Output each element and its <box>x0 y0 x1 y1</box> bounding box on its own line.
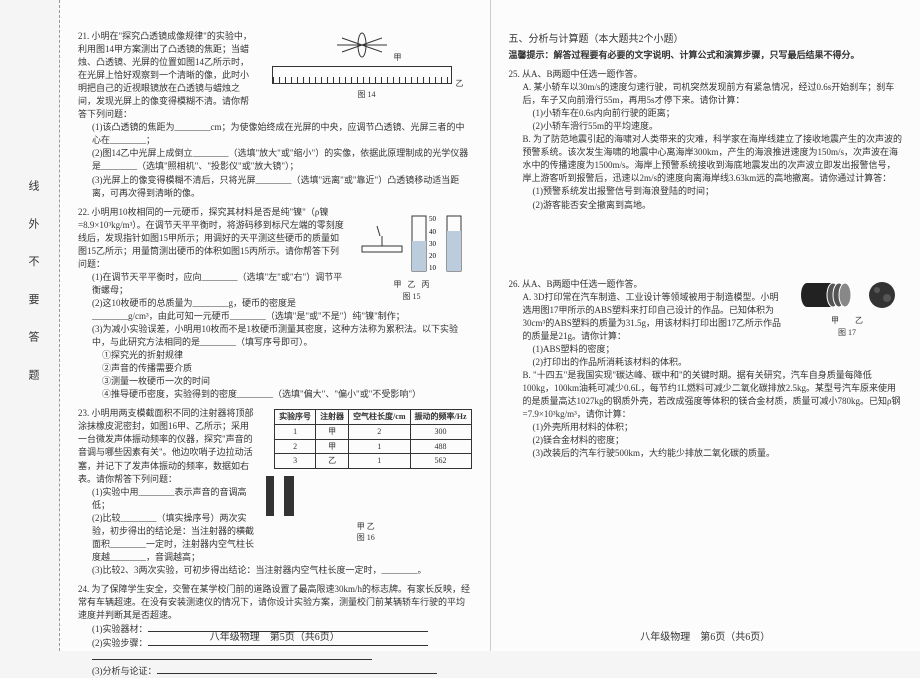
fig16-b: 乙 <box>367 522 375 531</box>
q25-stem: 25. 从A、B两题中任选一题作答。 <box>509 68 903 81</box>
q25-B2: (2)游客能否安全撤离到高地。 <box>509 199 903 212</box>
q21-stem: 21. 小明在"探究凸透镜成像规律"的实验中，利用图14甲方案测出了凸透镜的焦距… <box>78 31 252 119</box>
fig15-c: 丙 <box>422 280 430 289</box>
q25-A: A. 某小轿车以30m/s的速度匀速行驶，司机突然发现前方有紧急情况，经过0.6… <box>509 81 903 107</box>
svg-text:40: 40 <box>429 228 437 236</box>
fig14-label: 图 14 <box>262 89 472 101</box>
q26-A1: (1)ABS塑料的密度； <box>509 343 903 356</box>
margin-vertical-text: 线 外 不 要 答 题 <box>25 180 41 392</box>
th-2: 注射器 <box>316 410 349 425</box>
page5-footer: 八年级物理 第5页（共6页） <box>60 628 490 643</box>
q23-sub3: (3)比较2、3两次实验，可初步得出结论：当注射器内空气柱长度一定时，_____… <box>78 564 472 577</box>
q26-B: B. "十四五"是我国实现"碳达峰、碳中和"的关键时期。据有关研究，汽车自身质量… <box>509 369 903 421</box>
page-container: 线 外 不 要 答 题 甲 乙 图 14 21. 小明在"探究凸透镜成像规律"的… <box>0 0 920 651</box>
svg-text:20: 20 <box>429 252 437 260</box>
syringe-icon <box>260 471 300 521</box>
q26-B1: (1)外壳所用材料的体积； <box>509 421 903 434</box>
q22: 50 40 30 20 10 甲 乙 丙 图 15 22. 小明用10枚相同的一… <box>78 206 472 402</box>
q25-A1: (1)小轿车在0.6s内向前行驶的距离； <box>509 107 903 120</box>
blank-line[interactable] <box>92 650 372 660</box>
q22-optB: ②声音的传播需要介质 <box>78 362 472 375</box>
fig15-a: 甲 <box>394 280 402 289</box>
table-row: 1 甲 2 300 <box>275 424 471 439</box>
tip-line: 温馨提示：解答过程要有必要的文字说明、计算公式和演算步骤，只写最后结果不得分。 <box>509 49 903 62</box>
binding-margin: 线 外 不 要 答 题 <box>0 0 60 651</box>
table-header-row: 实验序号 注射器 空气柱长度/cm 振动的频率/Hz <box>275 410 471 425</box>
q22-optC: ③测量一枚硬币一次的时间 <box>78 375 472 388</box>
svg-text:30: 30 <box>429 240 437 248</box>
ruler-icon <box>272 66 452 84</box>
q23: 实验序号 注射器 空气柱长度/cm 振动的频率/Hz 1 甲 2 300 2 甲 <box>78 407 472 577</box>
fig14-label-b: 乙 <box>456 79 464 88</box>
page-6: 五、分析与计算题（本大题共2个小题） 温馨提示：解答过程要有必要的文字说明、计算… <box>491 0 920 651</box>
table-row: 2 甲 1 488 <box>275 439 471 454</box>
q22-optD: ④推导硬币密度，实验得到的密度________（选填"偏大"、"偏小"或"不受影… <box>78 388 472 401</box>
q26-figure: 甲 乙 图 17 <box>792 278 902 339</box>
q22-stem: 22. 小明用10枚相同的一元硬币，探究其材料是否是纯"镍"（ρ镍=8.9×10… <box>78 207 344 269</box>
q23-table: 实验序号 注射器 空气柱长度/cm 振动的频率/Hz 1 甲 2 300 2 甲 <box>274 409 471 468</box>
q21-sub1: (1)该凸透镜的焦距为________cm；为使像始终成在光屏的中央，应调节凸透… <box>78 121 472 147</box>
th-3: 空气柱长度/cm <box>349 410 410 425</box>
q25-B1: (1)预警系统发出报警信号到海浪登陆的时间； <box>509 185 903 198</box>
blank-line[interactable] <box>157 664 437 674</box>
balance-cylinder-icon: 50 40 30 20 10 <box>357 206 467 276</box>
q25-A2: (2)小轿车滑行55m的平均速度。 <box>509 120 903 133</box>
page6-footer: 八年级物理 第6页（共6页） <box>491 628 920 643</box>
filament-model-icon <box>797 278 897 312</box>
fig17-a: 甲 <box>831 316 839 325</box>
svg-text:10: 10 <box>429 264 437 272</box>
q21-sub2: (2)图14乙中光屏上成倒立________（选填"放大"或"缩小"）的实像，依… <box>78 147 472 173</box>
q23-stem: 23. 小明用两支模截面积不同的注射器将顶部涂抹橡皮泥密封，如图16甲、乙所示；… <box>78 408 254 483</box>
q22-sub3: (3)为减小实验误差，小明用10枚而不是1枚硬币测量其密度，这种方法称为累积法。… <box>78 323 472 349</box>
q25: 25. 从A、B两题中任选一题作答。 A. 某小轿车以30m/s的速度匀速行驶，… <box>509 68 903 212</box>
q24-sub3: (3)分析与论证： <box>78 664 472 678</box>
q21-figure: 甲 乙 图 14 <box>262 30 472 101</box>
fig17-b: 乙 <box>855 316 863 325</box>
q23-figure: 实验序号 注射器 空气柱长度/cm 振动的频率/Hz 1 甲 2 300 2 甲 <box>260 407 471 544</box>
th-4: 振动的频率/Hz <box>410 410 471 425</box>
fig17-label: 图 17 <box>792 327 902 339</box>
fig15-b: 乙 <box>408 280 416 289</box>
fig16-label: 图 16 <box>260 532 471 544</box>
q24-stem: 24. 为了保障学生安全，交警在某学校门前的道路设置了最高限速30km/h的标志… <box>78 584 470 620</box>
q21: 甲 乙 图 14 21. 小明在"探究凸透镜成像规律"的实验中，利用图14甲方案… <box>78 30 472 200</box>
q21-sub3: (3)光屏上的像变得模糊不清后，只将光屏________（选填"远离"或"靠近"… <box>78 174 472 200</box>
q26-B2: (2)镁合金材料的密度； <box>509 434 903 447</box>
q26-B3: (3)改装后的汽车行驶500km，大约能少排放二氧化碳的质量。 <box>509 447 903 460</box>
q25-B: B. 为了防范地震引起的海啸对人类带来的灾难，科学家在海岸线建立了接收地震产生的… <box>509 133 903 185</box>
fig16-a: 甲 <box>357 522 365 531</box>
workspace-gap <box>509 218 903 278</box>
section-5-head: 五、分析与计算题（本大题共2个小题） <box>509 30 903 45</box>
th-1: 实验序号 <box>275 410 316 425</box>
table-row: 3 乙 1 562 <box>275 454 471 469</box>
fig15-label: 图 15 <box>352 291 472 303</box>
fig14-label-a: 甲 <box>394 53 402 62</box>
lens-icon <box>332 30 392 60</box>
svg-text:50: 50 <box>429 215 437 223</box>
page-5: 甲 乙 图 14 21. 小明在"探究凸透镜成像规律"的实验中，利用图14甲方案… <box>60 0 491 651</box>
q22-figure: 50 40 30 20 10 甲 乙 丙 图 15 <box>352 206 472 303</box>
q22-optA: ①探究光的折射规律 <box>78 349 472 362</box>
q26-A2: (2)打印出的作品所消耗该材料的体积。 <box>509 356 903 369</box>
q26: 甲 乙 图 17 26. 从A、B两题中任选一题作答。 A. 3D打印常在汽车制… <box>509 278 903 461</box>
